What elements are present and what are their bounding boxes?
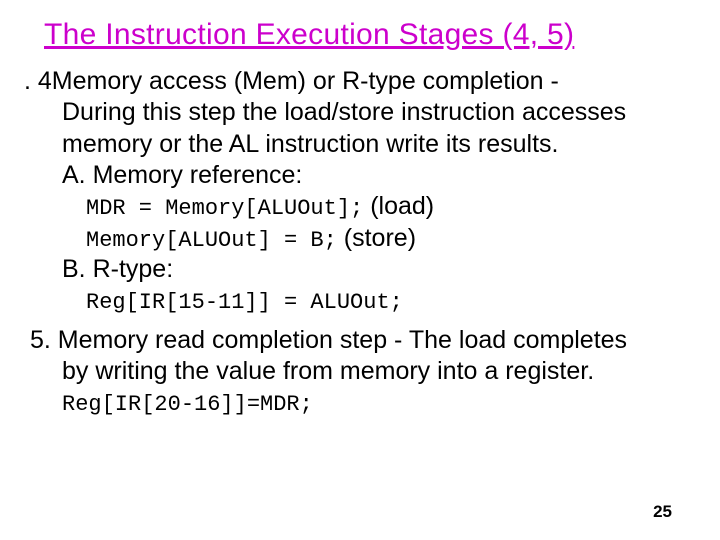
spacer <box>30 317 690 325</box>
slide-title: The Instruction Execution Stages (4, 5) <box>44 18 690 52</box>
tail-store: (store) <box>337 224 416 252</box>
tail-load: (load) <box>363 192 434 220</box>
code-store: Memory[ALUOut] = B; <box>86 228 337 253</box>
item5-code: Reg[IR[20-16]]=MDR; <box>30 387 690 419</box>
item5-line1: 5. Memory read completion step - The loa… <box>30 325 690 356</box>
item4-b-label: B. R-type: <box>30 254 690 285</box>
item4-a-code2: Memory[ALUOut] = B; (store) <box>30 223 690 255</box>
body: . 4Memory access (Mem) or R-type complet… <box>30 66 690 419</box>
item4-lead: . 4Memory access (Mem) or R-type complet… <box>30 66 690 97</box>
item4-a-label: A. Memory reference: <box>30 160 690 191</box>
item4-line2: During this step the load/store instruct… <box>30 97 690 128</box>
page-number: 25 <box>653 502 672 522</box>
item4-line3: memory or the AL instruction write its r… <box>30 129 690 160</box>
item4-a-code1: MDR = Memory[ALUOut]; (load) <box>30 191 690 223</box>
code-mdr: Reg[IR[20-16]]=MDR; <box>62 392 313 417</box>
code-load: MDR = Memory[ALUOut]; <box>86 196 363 221</box>
item5-line2: by writing the value from memory into a … <box>30 356 690 387</box>
slide-container: The Instruction Execution Stages (4, 5) … <box>0 0 720 540</box>
item4-b-code: Reg[IR[15-11]] = ALUOut; <box>30 285 690 317</box>
code-rtype: Reg[IR[15-11]] = ALUOut; <box>86 290 403 315</box>
